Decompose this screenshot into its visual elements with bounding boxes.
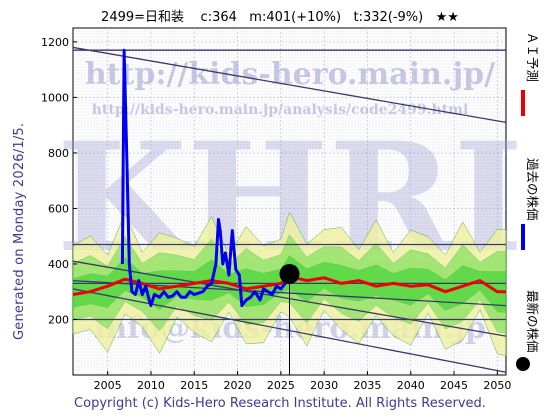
legend-ai-swatch: [521, 90, 525, 116]
x-tick-label: 2040: [397, 379, 425, 392]
y-tick-label: 400: [48, 258, 69, 271]
series-lines: [72, 48, 506, 375]
legend-past-swatch: [521, 224, 525, 250]
y-tick-label: 200: [48, 313, 69, 326]
copyright-footer: Copyright (c) Kids-Hero Research Institu…: [74, 396, 486, 411]
x-tick-label: 2005: [94, 379, 122, 392]
x-tick-label: 2045: [440, 379, 468, 392]
watermark-url: http://kids-hero.main.jp/: [85, 57, 495, 92]
x-tick-label: 2020: [224, 379, 252, 392]
x-tick-label: 2025: [267, 379, 295, 392]
axis-ticks: 2005 2010 2015 2020 2025 2030 2035 2040 2045 2050…: [41, 36, 511, 392]
past-price-line: [120, 48, 291, 308]
y-tick-label: 800: [48, 147, 69, 160]
chart-title: 2499=日和装 c:364 m:401(+10%) t:332(-9%) ★★: [101, 10, 459, 25]
generated-date-label: Generated on Monday 2026/1/5.: [12, 122, 27, 340]
latest-price-marker: [279, 263, 300, 284]
legend-past-label: 過去の株価: [525, 158, 540, 221]
x-tick-label: 2010: [137, 379, 165, 392]
trend-line: [72, 46, 507, 124]
y-tick-label: 600: [48, 202, 69, 215]
legend-latest-marker: [516, 357, 530, 371]
x-tick-label: 2050: [483, 379, 511, 392]
x-tick-label: 2015: [180, 379, 208, 392]
y-tick-label: 1200: [41, 36, 69, 49]
legend: ＡＩ予測 過去の株価 最新の株価: [516, 32, 540, 371]
legend-latest-label: 最新の株価: [525, 290, 540, 353]
x-tick-label: 2035: [353, 379, 381, 392]
legend-ai-label: ＡＩ予測: [525, 32, 540, 82]
x-tick-label: 2030: [310, 379, 338, 392]
y-tick-label: 1000: [41, 91, 69, 104]
watermark-url-analysis: http://kids-hero.main.jp/analysis/code24…: [92, 102, 469, 118]
